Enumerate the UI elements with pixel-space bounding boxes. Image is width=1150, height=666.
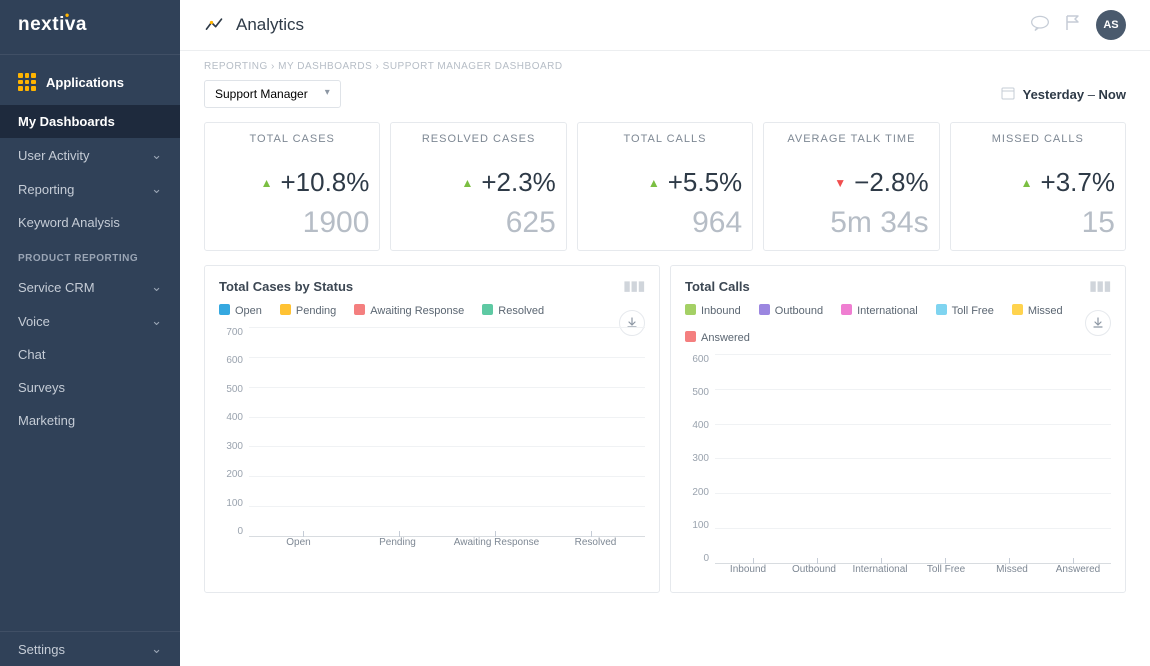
legend-item[interactable]: Awaiting Response — [354, 304, 464, 317]
chart-legend: Open Pending Awaiting Response Resolved — [219, 304, 645, 327]
kpi-change: +10.8% — [280, 167, 369, 198]
breadcrumb: REPORTING › MY DASHBOARDS › SUPPORT MANA… — [204, 61, 1126, 80]
sidebar-item-user-activity[interactable]: User Activity⌄ — [0, 138, 180, 172]
chevron-down-icon: ⌄ — [151, 279, 162, 295]
sidebar-item-marketing[interactable]: Marketing — [0, 404, 180, 437]
chart-type-icon[interactable]: ▮▮▮ — [624, 278, 645, 294]
calendar-icon — [1001, 86, 1015, 103]
legend-item[interactable]: Pending — [280, 304, 336, 317]
trend-up-icon: ▲ — [648, 176, 660, 190]
trend-up-icon: ▲ — [1021, 176, 1033, 190]
sidebar-item-reporting[interactable]: Reporting⌄ — [0, 172, 180, 206]
trend-up-icon: ▲ — [461, 176, 473, 190]
kpi-card: RESOLVED CASES ▲ +2.3%625 — [390, 122, 566, 251]
kpi-card: AVERAGE TALK TIME ▼ −2.8%5m 34s — [763, 122, 939, 251]
legend-item[interactable]: Outbound — [759, 304, 823, 317]
sidebar-heading-product: PRODUCT REPORTING — [0, 239, 180, 270]
legend-item[interactable]: Toll Free — [936, 304, 994, 317]
date-range[interactable]: Yesterday – Now — [1001, 86, 1126, 103]
dashboard-select[interactable]: Support Manager — [204, 80, 341, 108]
sidebar-item-keyword-analysis[interactable]: Keyword Analysis — [0, 206, 180, 239]
legend-item[interactable]: Answered — [685, 331, 750, 344]
kpi-value: 15 — [961, 198, 1115, 240]
kpi-value: 1900 — [215, 198, 369, 240]
kpi-title: MISSED CALLS — [961, 133, 1115, 167]
chart-card-status: Total Cases by Status ▮▮▮ Open Pending Awa… — [204, 265, 660, 593]
kpi-card: TOTAL CASES ▲ +10.8%1900 — [204, 122, 380, 251]
chart-title: Total Cases by Status — [219, 279, 353, 294]
chevron-down-icon: ⌄ — [151, 181, 162, 197]
chart-legend: Inbound Outbound International Toll Free Mis… — [685, 304, 1111, 354]
topbar: Analytics AS — [180, 0, 1150, 51]
trend-down-icon: ▼ — [834, 176, 846, 190]
sidebar-item-voice[interactable]: Voice⌄ — [0, 304, 180, 338]
legend-item[interactable]: Resolved — [482, 304, 544, 317]
kpi-change: +2.3% — [481, 167, 555, 198]
kpi-change: −2.8% — [854, 167, 928, 198]
trend-up-icon: ▲ — [261, 176, 273, 190]
kpi-change: +5.5% — [668, 167, 742, 198]
avatar[interactable]: AS — [1096, 10, 1126, 40]
legend-item[interactable]: Missed — [1012, 304, 1063, 317]
kpi-change: +3.7% — [1041, 167, 1115, 198]
sidebar-item-surveys[interactable]: Surveys — [0, 371, 180, 404]
chevron-down-icon: ⌄ — [151, 313, 162, 329]
kpi-title: AVERAGE TALK TIME — [774, 133, 928, 167]
sidebar: nextiva• Applications My DashboardsUser … — [0, 0, 180, 666]
chevron-down-icon: ⌄ — [151, 641, 162, 657]
analytics-icon — [204, 15, 224, 35]
kpi-row: TOTAL CASES ▲ +10.8%1900 RESOLVED CASES ▲ +2.… — [204, 122, 1126, 251]
legend-item[interactable]: Open — [219, 304, 262, 317]
kpi-value: 964 — [588, 198, 742, 240]
sidebar-applications[interactable]: Applications — [0, 67, 180, 105]
sidebar-item-settings[interactable]: Settings⌄ — [0, 631, 180, 666]
logo: nextiva• — [0, 0, 180, 55]
chart-card-calls: Total Calls ▮▮▮ Inbound Outbound Internati… — [670, 265, 1126, 593]
sidebar-item-chat[interactable]: Chat — [0, 338, 180, 371]
download-button[interactable] — [1085, 310, 1111, 336]
main: Analytics AS REPORTING › MY DASHBOARDS ›… — [180, 0, 1150, 666]
apps-grid-icon — [18, 73, 36, 91]
chat-icon[interactable] — [1030, 14, 1050, 37]
legend-item[interactable]: Inbound — [685, 304, 741, 317]
kpi-value: 625 — [401, 198, 555, 240]
chart-type-icon[interactable]: ▮▮▮ — [1090, 278, 1111, 294]
kpi-title: RESOLVED CASES — [401, 133, 555, 167]
kpi-card: TOTAL CALLS ▲ +5.5%964 — [577, 122, 753, 251]
chart-title: Total Calls — [685, 279, 750, 294]
kpi-value: 5m 34s — [774, 198, 928, 240]
chevron-down-icon: ⌄ — [151, 147, 162, 163]
flag-icon[interactable] — [1064, 14, 1082, 37]
kpi-card: MISSED CALLS ▲ +3.7%15 — [950, 122, 1126, 251]
page-title: Analytics — [236, 15, 304, 35]
legend-item[interactable]: International — [841, 304, 918, 317]
sidebar-item-my-dashboards[interactable]: My Dashboards — [0, 105, 180, 138]
sidebar-item-service-crm[interactable]: Service CRM⌄ — [0, 270, 180, 304]
kpi-title: TOTAL CASES — [215, 133, 369, 167]
kpi-title: TOTAL CALLS — [588, 133, 742, 167]
